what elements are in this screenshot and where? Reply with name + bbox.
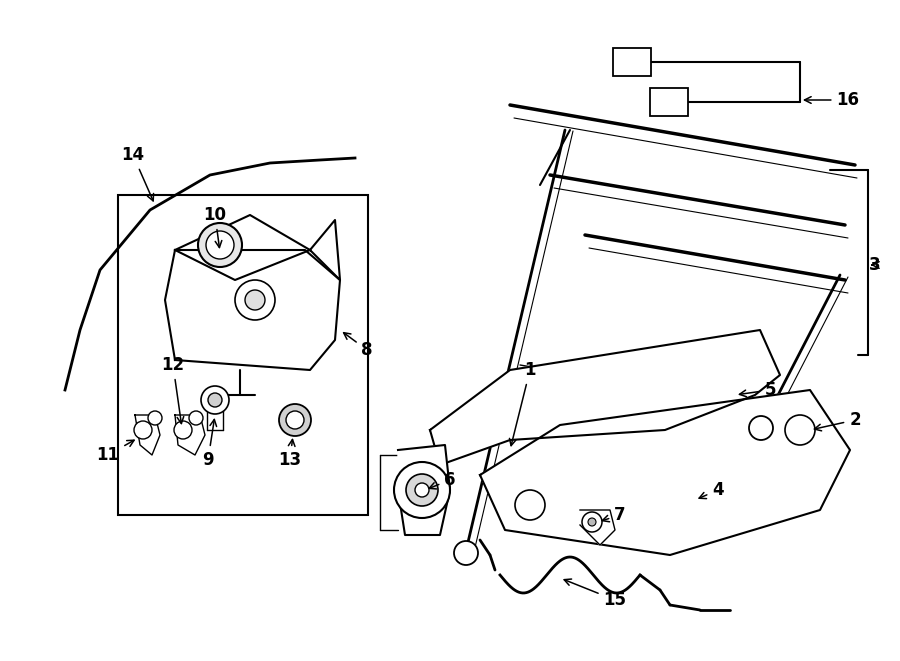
Circle shape	[454, 541, 478, 565]
Text: 4: 4	[699, 481, 724, 499]
Circle shape	[785, 415, 815, 445]
Polygon shape	[165, 250, 340, 370]
Circle shape	[208, 393, 222, 407]
Circle shape	[189, 411, 203, 425]
Circle shape	[588, 518, 596, 526]
Circle shape	[749, 416, 773, 440]
Text: 9: 9	[202, 420, 217, 469]
Polygon shape	[480, 390, 850, 555]
Text: 5: 5	[740, 381, 776, 399]
Polygon shape	[175, 415, 205, 455]
Circle shape	[201, 386, 229, 414]
Text: 3: 3	[869, 256, 881, 274]
Text: 10: 10	[203, 206, 227, 248]
Bar	[118, 195, 368, 515]
Circle shape	[174, 421, 192, 439]
Circle shape	[286, 411, 304, 429]
Bar	[650, 88, 688, 116]
Polygon shape	[430, 330, 780, 465]
Text: 6: 6	[429, 471, 455, 489]
Circle shape	[415, 483, 429, 497]
Polygon shape	[310, 220, 340, 280]
Circle shape	[582, 512, 602, 532]
Circle shape	[245, 290, 265, 310]
Text: 16: 16	[805, 91, 860, 109]
Text: 8: 8	[344, 332, 373, 359]
Circle shape	[206, 231, 234, 259]
Polygon shape	[398, 445, 450, 535]
Text: 15: 15	[564, 579, 626, 609]
Circle shape	[394, 462, 450, 518]
Polygon shape	[175, 215, 310, 280]
Text: 2: 2	[814, 411, 860, 431]
Circle shape	[148, 411, 162, 425]
Circle shape	[134, 421, 152, 439]
Polygon shape	[580, 510, 615, 545]
Circle shape	[406, 474, 438, 506]
Text: 13: 13	[278, 440, 302, 469]
Circle shape	[515, 490, 545, 520]
Text: 14: 14	[122, 146, 154, 201]
Circle shape	[279, 404, 311, 436]
Text: 1: 1	[509, 361, 536, 446]
Bar	[613, 48, 651, 76]
Polygon shape	[135, 415, 160, 455]
Text: 12: 12	[161, 356, 184, 424]
Circle shape	[198, 223, 242, 267]
Text: 11: 11	[96, 440, 134, 464]
Text: 7: 7	[602, 506, 626, 524]
Circle shape	[235, 280, 275, 320]
